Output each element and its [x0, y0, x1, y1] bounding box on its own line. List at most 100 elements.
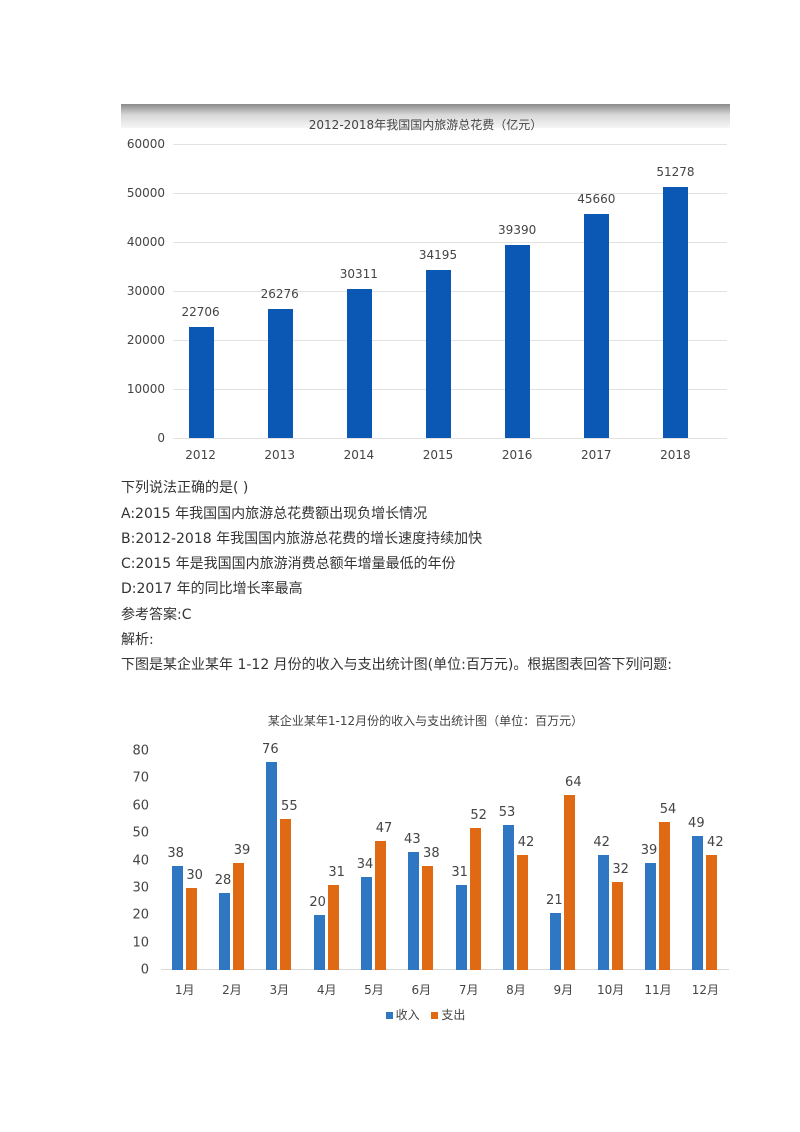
income-bar — [219, 893, 230, 970]
bar-2018 — [663, 186, 689, 438]
x-tick-label: 2013 — [264, 448, 295, 462]
bar-2015 — [426, 270, 451, 438]
data-label: 30 — [186, 867, 203, 883]
expense-bar — [659, 822, 670, 970]
option-d: D:2017 年的同比增长率最高 — [121, 581, 303, 597]
question-stem: 下列说法正确的是( ) — [121, 480, 249, 496]
analysis-label: 解析: — [121, 632, 154, 648]
data-label: 21 — [546, 892, 563, 908]
data-label: 45660 — [577, 192, 616, 207]
data-label: 34 — [356, 856, 374, 872]
data-label: 53 — [498, 804, 516, 820]
income-bar — [503, 824, 514, 970]
x-tick-label: 7月 — [458, 983, 479, 997]
y-tick-label: 40 — [132, 853, 149, 868]
income-bar — [550, 912, 562, 970]
x-tick-label: 2015 — [422, 448, 454, 462]
y-tick-label: 30 — [132, 880, 149, 896]
next-question-intro: 下图是某企业某年 1-12 月份的收入与支出统计图(单位:百万元)。根据图表回答… — [121, 657, 673, 673]
income-bar — [455, 885, 467, 970]
expense-bar — [564, 794, 576, 970]
x-tick-label: 2016 — [501, 448, 533, 462]
x-tick-label: 12月 — [691, 983, 719, 997]
data-label: 34195 — [418, 248, 458, 263]
data-label: 32 — [612, 862, 629, 878]
data-label: 64 — [565, 774, 582, 790]
income-bar — [266, 761, 278, 970]
option-a: A:2015 年我国国内旅游总花费额出现负增长情况 — [121, 506, 428, 522]
data-label: 31 — [328, 865, 345, 881]
data-label: 20 — [309, 895, 326, 911]
bar-2012 — [188, 326, 214, 438]
x-tick-label: 3月 — [269, 983, 290, 997]
option-c: C:2015 年是我国国内旅游消费总额年增量最低的年份 — [121, 556, 456, 572]
y-tick-label: 10000 — [126, 382, 165, 396]
data-label: 39 — [640, 843, 658, 859]
gridline — [173, 242, 727, 243]
expense-bar — [517, 855, 528, 970]
data-label: 47 — [375, 821, 393, 837]
data-label: 42 — [517, 835, 535, 851]
data-label: 39 — [233, 843, 251, 859]
income-bar — [692, 835, 704, 970]
gridline — [173, 193, 727, 194]
plot-area: 0 10 20 30 40 50 60 70 80 38 30 1月 28 39 2月 76 55 3月 20 31 4… — [132, 742, 729, 997]
x-axis-line — [161, 969, 729, 970]
expense-bar — [185, 887, 197, 970]
expense-bar — [327, 885, 339, 970]
data-label: 43 — [404, 832, 421, 848]
bar-2014 — [346, 289, 372, 438]
y-tick-label: 10 — [132, 935, 149, 951]
legend-swatch-income — [385, 1012, 393, 1019]
income-bar — [171, 865, 183, 970]
tourism-spending-chart: 2012-2018年我国国内旅游总花费（亿元） 0 10000 20000 30000… — [121, 104, 730, 470]
x-tick-label: 2012 — [185, 448, 216, 462]
data-label: 39390 — [498, 222, 537, 237]
y-tick-label: 40000 — [126, 235, 165, 249]
data-label: 42 — [593, 835, 610, 851]
expense-bar — [706, 855, 718, 970]
income-bar — [597, 855, 609, 970]
expense-bar — [469, 827, 481, 970]
legend-swatch-expense — [431, 1012, 439, 1019]
data-label: 76 — [262, 741, 279, 757]
gridline — [173, 438, 727, 439]
x-tick-label: 2017 — [581, 448, 612, 462]
data-label: 49 — [688, 815, 705, 831]
chart-header-gradient — [121, 104, 730, 128]
x-tick-label: 2014 — [343, 448, 375, 462]
data-label: 30311 — [339, 267, 378, 282]
legend-item-expense: 支出 — [431, 1008, 465, 1022]
chart-title: 某企业某年1-12月份的收入与支出统计图（单位：百万元） — [267, 714, 584, 728]
expense-bar — [611, 882, 623, 970]
data-label: 42 — [707, 835, 724, 851]
x-tick-label: 2018 — [660, 448, 691, 462]
reference-answer: 参考答案:C — [121, 607, 192, 623]
y-tick-label: 80 — [132, 743, 149, 759]
data-label: 28 — [214, 873, 232, 889]
chart-title: 2012-2018年我国国内旅游总花费（亿元） — [308, 118, 543, 132]
option-b: B:2012-2018 年我国国内旅游总花费的增长速度持续加快 — [121, 531, 483, 547]
data-label: 51278 — [656, 164, 695, 179]
data-label: 22706 — [181, 304, 220, 319]
chart-legend: 收入 支出 — [121, 1006, 730, 1023]
income-bar — [645, 863, 656, 970]
x-tick-label: 5月 — [364, 983, 384, 997]
data-label: 55 — [281, 799, 298, 815]
x-tick-label: 9月 — [553, 983, 574, 997]
data-label: 38 — [423, 845, 440, 861]
bar-2016 — [505, 245, 531, 438]
y-tick-label: 70 — [132, 770, 149, 786]
y-tick-label: 0 — [140, 962, 149, 978]
y-tick-label: 50 — [132, 825, 149, 841]
x-tick-label: 4月 — [316, 983, 337, 997]
y-tick-label: 30000 — [126, 284, 165, 298]
gridline — [173, 144, 727, 145]
x-tick-label: 6月 — [411, 983, 432, 997]
expense-bar — [233, 863, 244, 970]
x-tick-label: 11月 — [644, 983, 672, 997]
y-tick-label: 60000 — [126, 137, 165, 151]
plot-area: 0 10000 20000 30000 40000 50000 60000 22706 2012… — [127, 137, 727, 462]
x-tick-label: 10月 — [597, 983, 625, 997]
y-tick-label: 20000 — [126, 333, 165, 347]
